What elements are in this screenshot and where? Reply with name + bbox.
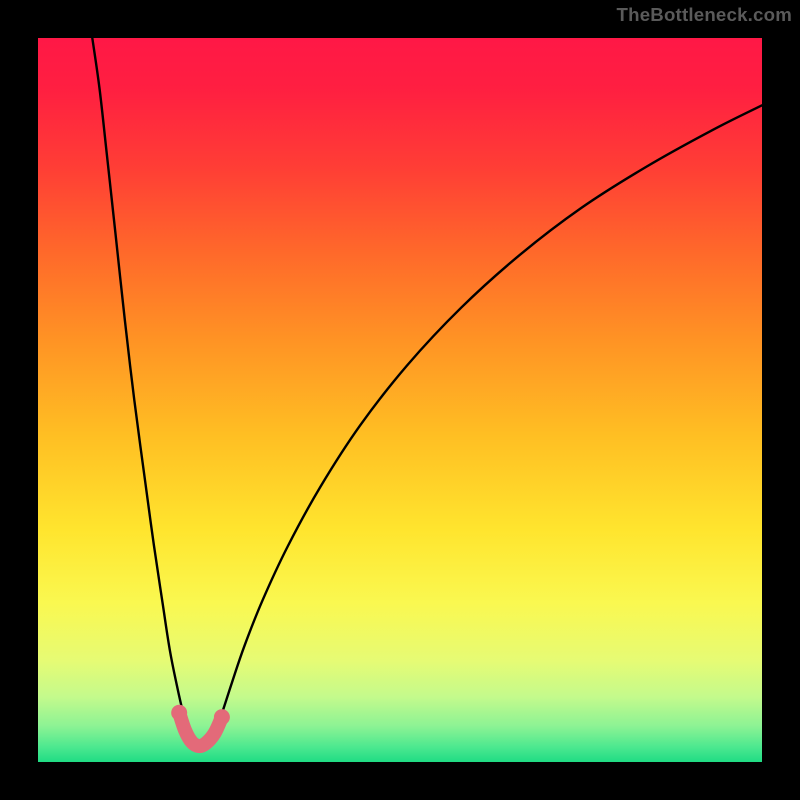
- outer-frame: TheBottleneck.com: [0, 0, 800, 800]
- bottom-marker-end-0: [171, 705, 187, 721]
- curve-right_branch: [216, 105, 762, 729]
- curve-left_branch: [92, 38, 188, 729]
- bottom-marker-end-1: [214, 709, 230, 725]
- watermark-text: TheBottleneck.com: [617, 4, 793, 26]
- curve-layer: [0, 0, 800, 800]
